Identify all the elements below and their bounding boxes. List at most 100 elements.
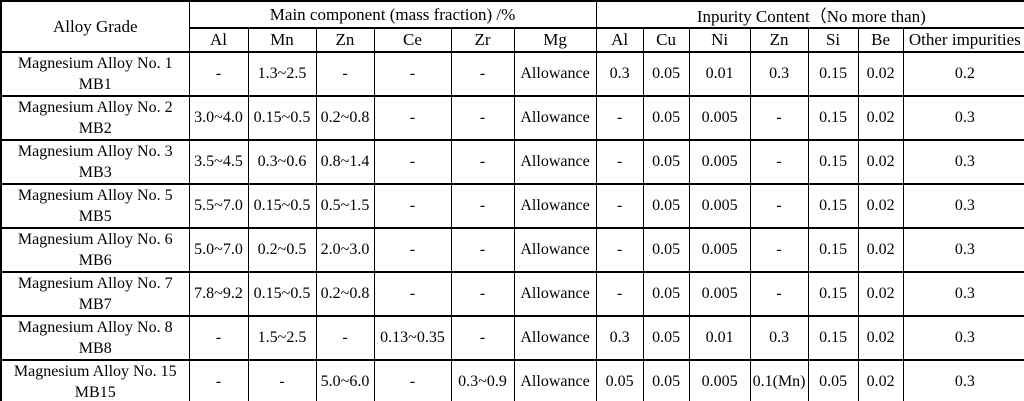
value-cell: 0.2~0.8 [315, 271, 375, 317]
impurity-column-header: Other impurities [902, 27, 1024, 53]
main-component-column-header: Zn [315, 27, 375, 53]
value-cell: 0.3 [902, 227, 1024, 273]
table-row: Magnesium Alloy No. 6 MB6 5.0~7.0 0.2~0.5 2.… [0, 227, 1024, 273]
value-cell: 0.3 [902, 271, 1024, 317]
value-cell: 0.5~1.5 [315, 183, 375, 229]
alloy-grade-cell: Magnesium Alloy No. 15 MB15 [0, 359, 190, 401]
value-cell: 0.05 [642, 139, 690, 185]
value-cell: 0.8~1.4 [315, 139, 375, 185]
alloy-name: Magnesium Alloy No. 7 [17, 275, 173, 292]
table-row: Magnesium Alloy No. 7 MB7 7.8~9.2 0.15~0.5 0… [0, 271, 1024, 317]
value-cell: - [450, 315, 515, 361]
value-cell: - [450, 227, 515, 273]
alloy-grade-header: Alloy Grade [0, 0, 190, 53]
value-cell: 0.02 [857, 95, 904, 141]
value-cell: 0.05 [642, 183, 690, 229]
main-component-column-header: Mn [247, 27, 317, 53]
sub-header-row: Al Mn Zn Ce Zr Mg Al Cu Ni Zn Si Be Other impurities [1, 27, 1024, 53]
value-cell: 0.3 [902, 315, 1024, 361]
table-row: Magnesium Alloy No. 8 MB8-1.5~2.5-0.13~0.… [0, 315, 1024, 361]
value-cell: 0.13~0.35 [373, 315, 452, 361]
alloy-grade-cell: Magnesium Alloy No. 1 MB1 [0, 51, 190, 97]
table-row: Magnesium Alloy No. 1 MB1-1.3~2.5- - - Allow… [0, 51, 1024, 97]
value-cell: 0.3 [749, 315, 809, 361]
value-cell: 5.0~6.0 [315, 359, 375, 401]
value-cell: Allowance [513, 315, 597, 361]
value-cell: 0.05 [642, 51, 690, 97]
value-cell: 0.05 [642, 95, 690, 141]
main-component-column-header: Al [188, 27, 249, 53]
table-row: Magnesium Alloy No. 5 MB5 5.5~7.0 0.15~0.5 0… [0, 183, 1024, 229]
value-cell: - [749, 139, 809, 185]
value-cell: 0.005 [688, 183, 751, 229]
value-cell: 0.3 [749, 51, 809, 97]
alloy-name: Magnesium Alloy No. 6 [17, 231, 173, 248]
value-cell: Allowance [513, 271, 597, 317]
value-cell: - [373, 139, 452, 185]
value-cell: 0.02 [857, 359, 904, 401]
value-cell: Allowance [513, 359, 597, 401]
alloy-code: MB3 [78, 164, 112, 181]
alloy-name: Magnesium Alloy No. 8 [17, 319, 173, 336]
value-cell: 5.0~7.0 [188, 227, 249, 273]
value-cell: - [749, 227, 809, 273]
value-cell: 0.3~0.9 [450, 359, 515, 401]
alloy-grade-cell: Magnesium Alloy No. 6 MB6 [0, 227, 190, 273]
value-cell: 0.3 [595, 315, 644, 361]
value-cell: - [749, 95, 809, 141]
main-component-group-header: Main component (mass fraction) /% [188, 0, 597, 29]
value-cell: 0.15 [807, 183, 859, 229]
alloy-name: Magnesium Alloy No. 2 [17, 99, 173, 116]
value-cell: 0.005 [688, 271, 751, 317]
value-cell: 0.3 [902, 95, 1024, 141]
value-cell: - [450, 271, 515, 317]
table-row: Magnesium Alloy No. 3 MB3 3.5~4.5 0.3~0.6 0.… [0, 139, 1024, 185]
alloy-grade-cell: Magnesium Alloy No. 2 MB2 [0, 95, 190, 141]
table-row: Magnesium Alloy No. 15 MB15- -5.0~6.0-0.3~… [0, 359, 1024, 401]
value-cell: 0.15~0.5 [247, 271, 317, 317]
value-cell: 0.02 [857, 51, 904, 97]
value-cell: - [373, 359, 452, 401]
value-cell: - [247, 359, 317, 401]
value-cell: 0.005 [688, 227, 751, 273]
value-cell: - [595, 227, 644, 273]
value-cell: 0.05 [642, 359, 690, 401]
value-cell: - [188, 359, 249, 401]
alloy-grade-cell: Magnesium Alloy No. 8 MB8 [0, 315, 190, 361]
value-cell: 7.8~9.2 [188, 271, 249, 317]
value-cell: 0.02 [857, 227, 904, 273]
value-cell: 0.05 [807, 359, 859, 401]
value-cell: 0.1(Mn) [749, 359, 809, 401]
value-cell: 5.5~7.0 [188, 183, 249, 229]
value-cell: - [595, 139, 644, 185]
value-cell: - [373, 227, 452, 273]
alloy-code: MB8 [78, 340, 112, 357]
value-cell: 1.3~2.5 [247, 51, 317, 97]
alloy-name: Magnesium Alloy No. 1 [17, 55, 173, 72]
impurity-column-header: Ni [688, 27, 751, 53]
value-cell: 0.15 [807, 315, 859, 361]
value-cell: 0.2~0.5 [247, 227, 317, 273]
value-cell: 0.05 [642, 227, 690, 273]
value-cell: - [749, 183, 809, 229]
impurity-column-header: Zn [749, 27, 809, 53]
value-cell: 0.15 [807, 271, 859, 317]
value-cell: - [595, 183, 644, 229]
impurity-column-header: Cu [642, 27, 690, 53]
value-cell: 0.02 [857, 271, 904, 317]
value-cell: 0.02 [857, 315, 904, 361]
value-cell: 0.2~0.8 [315, 95, 375, 141]
impurity-content-group-header: Inpurity Content（No more than) [595, 0, 1024, 29]
value-cell: - [450, 51, 515, 97]
value-cell: 0.01 [688, 315, 751, 361]
alloy-name: Magnesium Alloy No. 15 [13, 363, 177, 380]
value-cell: - [450, 183, 515, 229]
impurity-column-header: Be [857, 27, 904, 53]
value-cell: 0.05 [642, 271, 690, 317]
value-cell: Allowance [513, 227, 597, 273]
value-cell: Allowance [513, 51, 597, 97]
value-cell: 0.005 [688, 359, 751, 401]
value-cell: - [595, 95, 644, 141]
value-cell: 0.3 [902, 183, 1024, 229]
impurity-column-header: Al [595, 27, 644, 53]
